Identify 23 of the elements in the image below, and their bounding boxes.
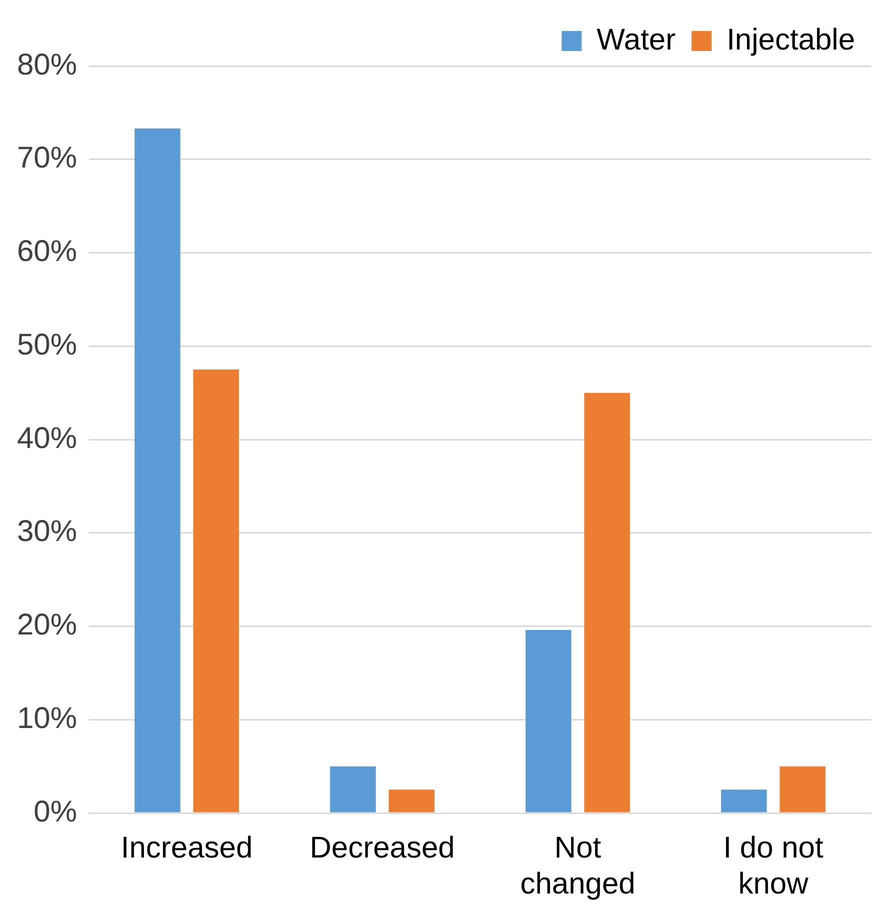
y-tick-label: 20% (16, 608, 78, 642)
x-tick-label: Not changed (520, 831, 636, 900)
legend-label: Water (596, 23, 676, 56)
x-tick-label: Decreased (310, 831, 455, 864)
bar (780, 766, 826, 812)
y-tick-label: 0% (34, 795, 78, 828)
bar (134, 128, 180, 812)
y-tick-label: 10% (16, 702, 78, 735)
bar (584, 392, 630, 812)
bar (388, 790, 434, 812)
y-tick-label: 50% (16, 328, 78, 362)
bar (330, 766, 376, 812)
bar (721, 790, 767, 812)
y-tick-label: 70% (16, 142, 78, 175)
y-tick-label: 40% (16, 422, 78, 455)
x-tick-label: I do not know (723, 831, 824, 900)
bar (526, 630, 572, 812)
y-tick-label: 60% (16, 235, 78, 268)
y-tick-label: 30% (16, 515, 78, 548)
x-tick-label: Increased (120, 831, 253, 864)
legend-label: Injectable (726, 23, 856, 56)
bar (193, 369, 239, 812)
y-tick-label: 80% (16, 48, 78, 82)
